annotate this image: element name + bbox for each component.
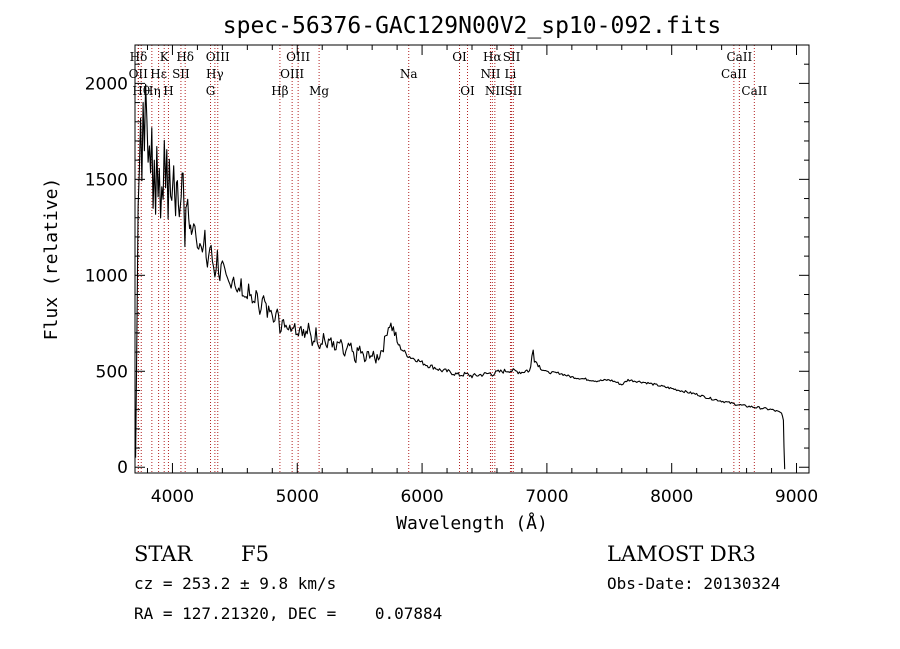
y-tick-label: 0 [117, 458, 128, 478]
line-marker-label: Na [400, 67, 418, 81]
x-tick-label: 7000 [525, 487, 568, 507]
obs-date-text: Obs-Date: 20130324 [607, 574, 780, 593]
chart-title: spec-56376-GAC129N00V2_sp10-092.fits [223, 13, 722, 39]
object-class: STAR [134, 542, 193, 566]
line-marker-label: SII [503, 50, 521, 64]
x-axis-label: Wavelength (Å) [396, 512, 548, 534]
line-marker-lines [137, 45, 755, 473]
line-marker-label: Hγ [206, 67, 224, 81]
x-tick-label: 6000 [400, 487, 443, 507]
y-tick-label: 1500 [85, 170, 128, 190]
x-axis-ticks: 4000 5000 6000 7000 8000 9000 [146, 45, 818, 507]
line-marker-label: Hδ [176, 50, 194, 64]
line-marker-label: OII [129, 67, 149, 81]
line-marker-label: Li [505, 67, 517, 81]
x-tick-label: 9000 [775, 487, 818, 507]
line-marker-label: K [160, 50, 170, 64]
x-tick-label: 5000 [276, 487, 319, 507]
line-marker-label: H [163, 84, 173, 98]
line-marker-label: OI [460, 84, 475, 98]
y-axis-ticks: 0 500 1000 1500 2000 [85, 63, 809, 478]
line-marker-label: OIII [286, 50, 310, 64]
y-tick-label: 1000 [85, 266, 128, 286]
line-marker-label: CaII [721, 67, 747, 81]
line-marker-label: OIII [280, 67, 304, 81]
line-marker-label: Hε [150, 67, 167, 81]
flux-series-line [135, 83, 786, 470]
line-marker-label: Hβ [271, 84, 288, 98]
line-marker-label: OI [452, 50, 467, 64]
line-marker-label: SII [172, 67, 190, 81]
line-marker-label: NII [480, 67, 500, 81]
line-marker-label: NII [485, 84, 505, 98]
y-axis-label: Flux (relative) [41, 178, 62, 341]
line-marker-label: Hη [143, 84, 161, 98]
line-marker-label: CaII [741, 84, 767, 98]
line-marker-label: Hδ [130, 50, 148, 64]
redshift-text: cz = 253.2 ± 9.8 km/s [134, 574, 336, 593]
line-marker-label: G [206, 84, 216, 98]
survey-name: LAMOST DR3 [607, 542, 756, 566]
line-marker-label: SII [504, 84, 522, 98]
object-subclass: F5 [241, 542, 269, 566]
line-marker-label: Hα [483, 50, 502, 64]
y-tick-label: 2000 [85, 74, 128, 94]
coordinates-text: RA = 127.21320, DEC = 0.07884 [134, 604, 442, 623]
y-tick-label: 500 [96, 362, 128, 382]
plot-frame [134, 44, 810, 474]
x-tick-label: 8000 [650, 487, 693, 507]
line-marker-label: OIII [206, 50, 230, 64]
line-marker-label: Mg [309, 84, 329, 98]
line-marker-label: CaII [726, 50, 752, 64]
x-tick-label: 4000 [151, 487, 194, 507]
